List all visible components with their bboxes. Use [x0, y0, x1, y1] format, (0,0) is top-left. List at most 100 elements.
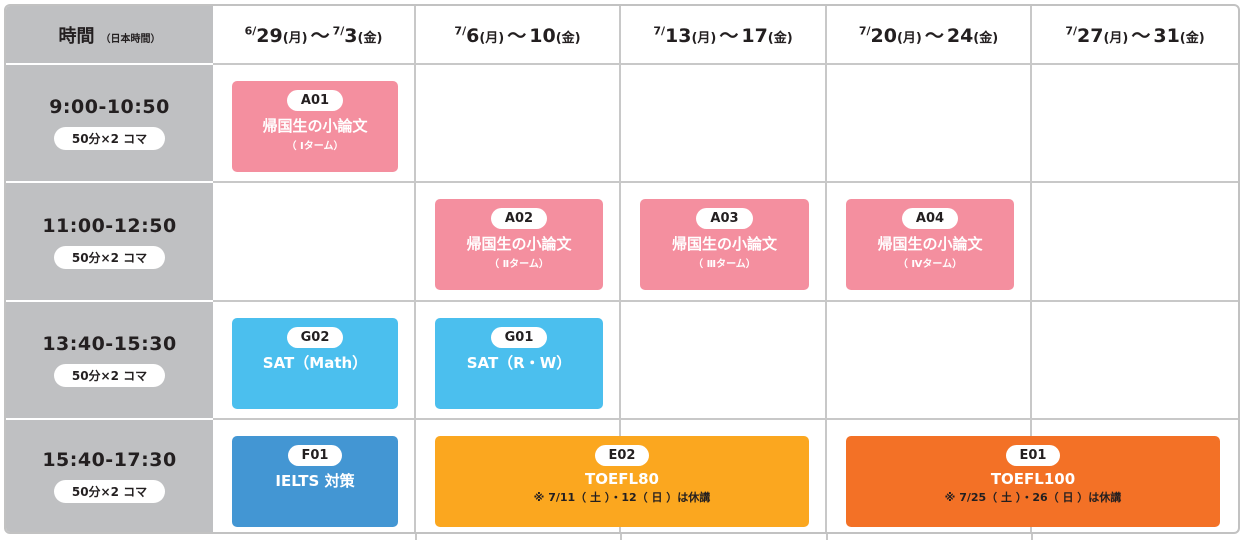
- week-w1: (月): [691, 31, 717, 46]
- schedule-cell: [1032, 183, 1238, 302]
- week-header: 7/6(月) ～ 10(金): [416, 6, 621, 65]
- time-column: [6, 6, 213, 532]
- week-d1: 6: [466, 25, 480, 47]
- course-note: ※ 7/11（ 土 ）・12（ 日 ）は休講: [533, 491, 711, 504]
- schedule-cell: [416, 302, 621, 420]
- week-d2: 24: [946, 25, 974, 47]
- week-w1: (月): [479, 31, 505, 46]
- course-title: TOEFL100: [990, 470, 1076, 488]
- schedule-cell: [621, 302, 827, 420]
- schedule-cell: [416, 183, 621, 302]
- week-m1: 7/: [1065, 24, 1077, 38]
- course-card-e02[interactable]: E02 TOEFL80 ※ 7/11（ 土 ）・12（ 日 ）は休講: [435, 436, 809, 527]
- course-term: （ Ⅰターム）: [286, 141, 344, 152]
- week-w2: (金): [973, 31, 999, 46]
- week-sep: ～: [719, 25, 739, 47]
- week-w2: (金): [1179, 31, 1205, 46]
- course-code: A02: [490, 208, 548, 229]
- course-code: G02: [286, 327, 344, 348]
- course-title: 帰国生の小論文: [877, 235, 983, 253]
- course-card-e01[interactable]: E01 TOEFL100 ※ 7/25（ 土 ）・26（ 日 ）は休講: [846, 436, 1220, 527]
- time-slot: 15:40-17:30 50分×2 コマ: [6, 420, 213, 532]
- time-range: 11:00-12:50: [42, 214, 177, 237]
- course-card-g01[interactable]: G01 SAT（R・W）: [435, 318, 603, 409]
- course-title: 帰国生の小論文: [262, 117, 368, 135]
- week-d1: 29: [256, 25, 283, 47]
- course-code: A04: [901, 208, 959, 229]
- course-title: IELTS 対策: [275, 472, 355, 490]
- schedule-cell: [827, 302, 1032, 420]
- course-code: E01: [1005, 445, 1061, 466]
- week-w2: (金): [357, 31, 383, 46]
- schedule-cell: [827, 65, 1032, 183]
- course-title: TOEFL80: [585, 470, 659, 488]
- week-m1: 6/: [244, 24, 257, 38]
- duration-badge: 50分×2 コマ: [53, 127, 166, 150]
- duration-badge: 50分×2 コマ: [53, 480, 166, 503]
- time-header: 時間 （日本時間）: [6, 6, 213, 65]
- schedule-cell: [416, 65, 621, 183]
- schedule-cell: [1032, 302, 1238, 420]
- course-term: （ Ⅳターム）: [897, 259, 963, 270]
- header-divider: [6, 63, 213, 65]
- week-w2: (金): [767, 31, 793, 46]
- course-code: E02: [594, 445, 650, 466]
- week-w1: (月): [282, 31, 308, 46]
- week-sep: ～: [507, 25, 527, 47]
- course-card-f01[interactable]: F01 IELTS 対策: [232, 436, 398, 527]
- week-sep: ～: [924, 25, 944, 47]
- schedule-cell: [1032, 65, 1238, 183]
- week-header: 7/13(月) ～ 17(金): [621, 6, 827, 65]
- week-d2: 31: [1153, 25, 1180, 47]
- week-m1: 7/: [653, 24, 665, 38]
- course-title: 帰国生の小論文: [466, 235, 572, 253]
- week-m2: 7/: [332, 24, 345, 38]
- course-title: SAT（R・W）: [466, 354, 572, 372]
- week-sep: ～: [1131, 25, 1151, 47]
- course-card-a02[interactable]: A02 帰国生の小論文 （ Ⅱターム）: [435, 199, 603, 290]
- course-term: （ Ⅲターム）: [693, 259, 756, 270]
- schedule-cell: [621, 183, 827, 302]
- week-d1: 20: [870, 25, 897, 47]
- course-code: G01: [490, 327, 548, 348]
- course-card-a04[interactable]: A04 帰国生の小論文 （ Ⅳターム）: [846, 199, 1014, 290]
- schedule-cell: [621, 65, 827, 183]
- week-d2: 10: [529, 25, 556, 47]
- schedule-cell: [213, 302, 416, 420]
- schedule-table: 時間 （日本時間） 6/29(月) ～ 7/3(金) 7/6(月) ～ 10(金) 7/13(…: [4, 4, 1240, 534]
- week-w1: (月): [896, 31, 922, 46]
- week-header: 7/20(月) ～ 24(金): [827, 6, 1032, 65]
- duration-badge: 50分×2 コマ: [53, 364, 166, 387]
- time-range: 13:40-15:30: [42, 333, 177, 355]
- week-header: 6/29(月) ～ 7/3(金): [213, 6, 416, 65]
- course-code: A03: [696, 208, 753, 229]
- time-range: 9:00-10:50: [49, 96, 170, 118]
- duration-badge: 50分×2 コマ: [53, 245, 166, 269]
- time-note: （日本時間）: [100, 33, 161, 45]
- course-card-a03[interactable]: A03 帰国生の小論文 （ Ⅲターム）: [640, 199, 809, 290]
- week-m1: 7/: [858, 24, 871, 38]
- time-slot: 13:40-15:30 50分×2 コマ: [6, 302, 213, 420]
- schedule-cell: [213, 65, 416, 183]
- schedule-cell: [213, 420, 416, 532]
- week-m1: 7/: [454, 24, 467, 38]
- time-slot: 11:00-12:50 50分×2 コマ: [6, 183, 213, 302]
- course-title: SAT（Math）: [262, 354, 368, 372]
- week-d1: 13: [664, 25, 692, 47]
- course-card-a01[interactable]: A01 帰国生の小論文 （ Ⅰターム）: [232, 81, 398, 172]
- schedule-cell: [827, 183, 1032, 302]
- schedule-cell: [621, 420, 827, 532]
- time-range: 15:40-17:30: [42, 449, 177, 471]
- week-header: 7/27(月) ～ 31(金): [1032, 6, 1238, 65]
- course-code: A01: [286, 90, 344, 111]
- schedule-cell: [213, 183, 416, 302]
- course-card-g02[interactable]: G02 SAT（Math）: [232, 318, 398, 409]
- week-d2: 17: [741, 25, 768, 47]
- course-term: （ Ⅱターム）: [489, 259, 549, 270]
- week-d2: 3: [344, 25, 358, 47]
- course-note: ※ 7/25（ 土 ）・26（ 日 ）は休講: [944, 491, 1122, 504]
- time-label: 時間: [58, 25, 95, 47]
- week-sep: ～: [310, 25, 330, 47]
- course-code: F01: [287, 445, 343, 466]
- course-title: 帰国生の小論文: [671, 235, 777, 253]
